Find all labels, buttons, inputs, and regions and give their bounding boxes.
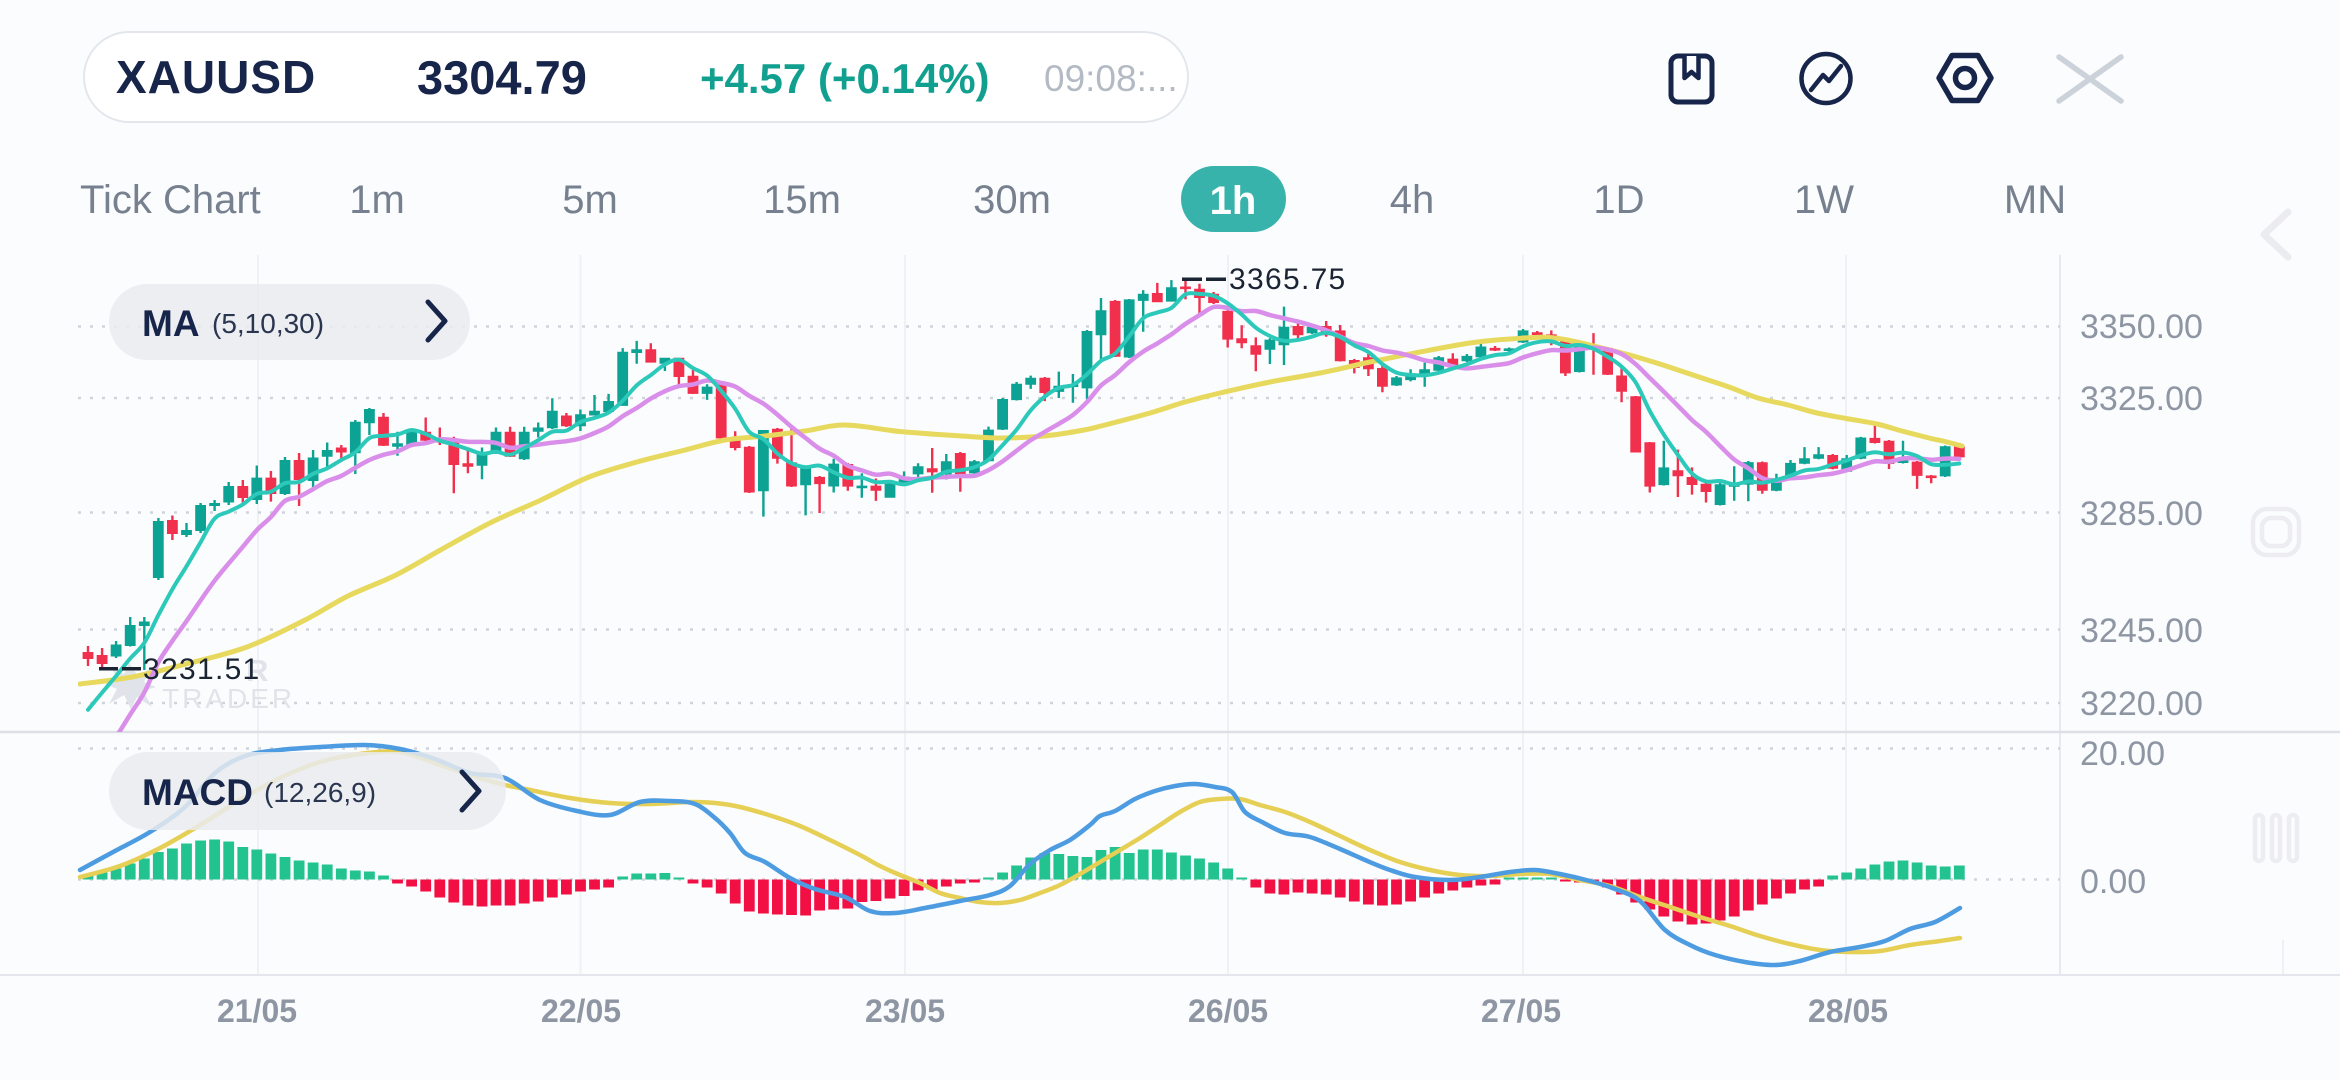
svg-text:3220.00: 3220.00 [2080,685,2203,723]
svg-text:21/05: 21/05 [217,993,297,1029]
svg-text:26/05: 26/05 [1188,993,1268,1029]
svg-text:3350.00: 3350.00 [2080,308,2203,346]
svg-text:3245.00: 3245.00 [2080,612,2203,650]
svg-text:(5,10,30): (5,10,30) [212,308,324,339]
svg-text:MA: MA [142,303,200,344]
svg-text:3285.00: 3285.00 [2080,495,2203,533]
svg-text:30m: 30m [973,178,1051,222]
svg-text:3365.75: 3365.75 [1229,263,1347,296]
svg-text:R: R [246,653,268,688]
svg-text:22/05: 22/05 [541,993,621,1029]
svg-text:+4.57 (+0.14%): +4.57 (+0.14%) [700,55,990,102]
svg-text:3231.51: 3231.51 [143,653,261,686]
svg-text:1W: 1W [1794,178,1854,222]
svg-text:1D: 1D [1593,178,1644,222]
svg-text:XAUUSD: XAUUSD [116,51,316,103]
svg-text:(12,26,9): (12,26,9) [264,777,376,808]
svg-text:1m: 1m [349,178,405,222]
svg-text:MN: MN [2004,178,2066,222]
svg-text:20.00: 20.00 [2080,735,2165,773]
svg-text:TRADER: TRADER [162,683,295,714]
svg-text:3304.79: 3304.79 [417,51,587,104]
svg-text:4h: 4h [1390,178,1435,222]
svg-text:1h: 1h [1210,179,1257,223]
svg-text:MACD: MACD [142,772,253,813]
svg-text:15m: 15m [763,178,841,222]
svg-text:3325.00: 3325.00 [2080,380,2203,418]
svg-text:27/05: 27/05 [1481,993,1561,1029]
svg-text:0.00: 0.00 [2080,863,2146,901]
svg-text:5m: 5m [562,178,618,222]
svg-text:09:08:...: 09:08:... [1044,58,1178,99]
svg-text:Tick Chart: Tick Chart [80,178,261,222]
svg-text:28/05: 28/05 [1808,993,1888,1029]
svg-text:23/05: 23/05 [865,993,945,1029]
